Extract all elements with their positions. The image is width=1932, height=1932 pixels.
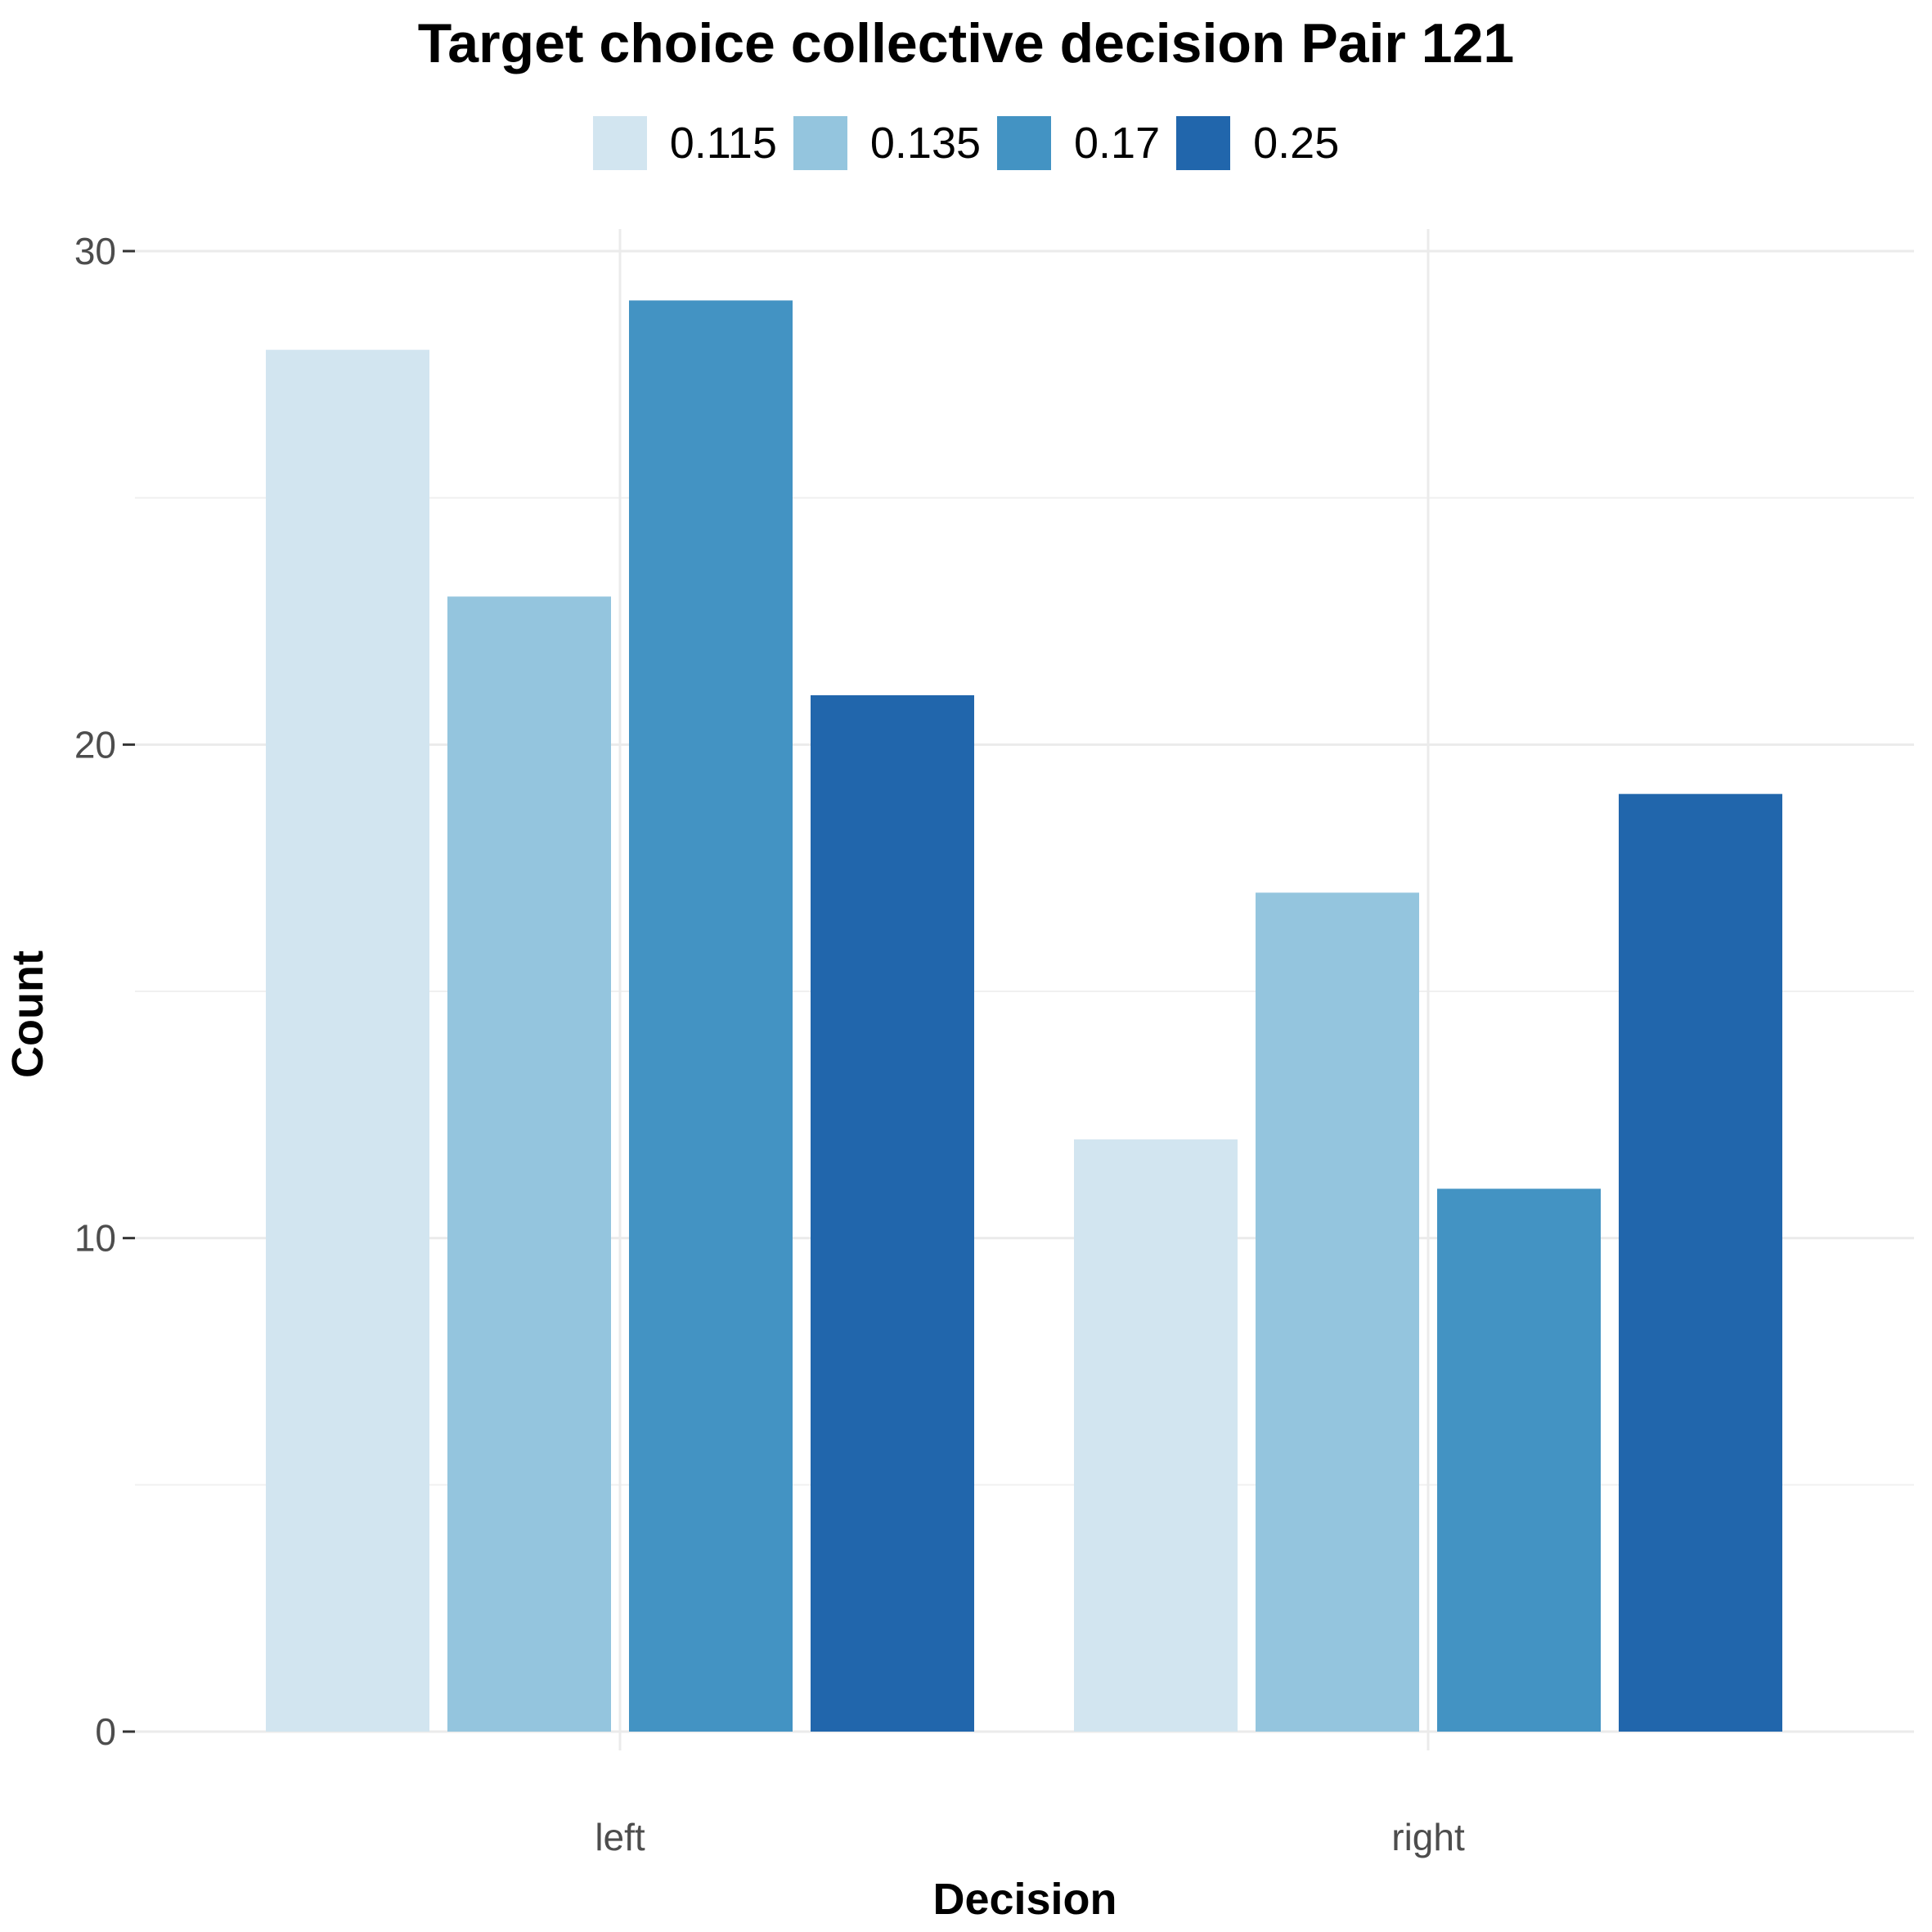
y-tick-label: 0 — [95, 1710, 116, 1753]
x-axis-title: Decision — [932, 1875, 1117, 1924]
x-tick-label: left — [595, 1816, 645, 1858]
chart-title: Target choice collective decision Pair 1… — [417, 12, 1515, 74]
legend-swatch — [997, 116, 1052, 170]
legend-swatch — [793, 116, 847, 170]
legend-label: 0.115 — [669, 119, 777, 168]
legend-item: 0.135 — [793, 116, 981, 170]
legend: 0.115 0.135 0.17 0.25 — [0, 116, 1932, 170]
bar — [1437, 1188, 1601, 1732]
y-axis-title: Count — [3, 950, 52, 1078]
legend-label: 0.135 — [869, 119, 982, 168]
y-tick-label: 10 — [74, 1217, 116, 1260]
legend-label: 0.17 — [1074, 119, 1161, 168]
x-tick-label: right — [1391, 1816, 1465, 1858]
bar — [447, 596, 611, 1732]
bar — [1619, 793, 1782, 1732]
y-tick-label: 20 — [74, 723, 116, 766]
legend-item: 0.25 — [1176, 116, 1339, 170]
bar — [811, 695, 974, 1732]
legend-item: 0.17 — [997, 116, 1160, 170]
bar — [266, 349, 429, 1732]
legend-swatch — [592, 116, 647, 170]
legend-swatch — [1176, 116, 1231, 170]
legend-label: 0.25 — [1253, 119, 1340, 168]
y-tick-label: 30 — [74, 230, 116, 272]
bar — [629, 300, 793, 1732]
bar — [1074, 1139, 1238, 1732]
bar — [1256, 892, 1419, 1732]
legend-item: 0.115 — [592, 116, 777, 170]
